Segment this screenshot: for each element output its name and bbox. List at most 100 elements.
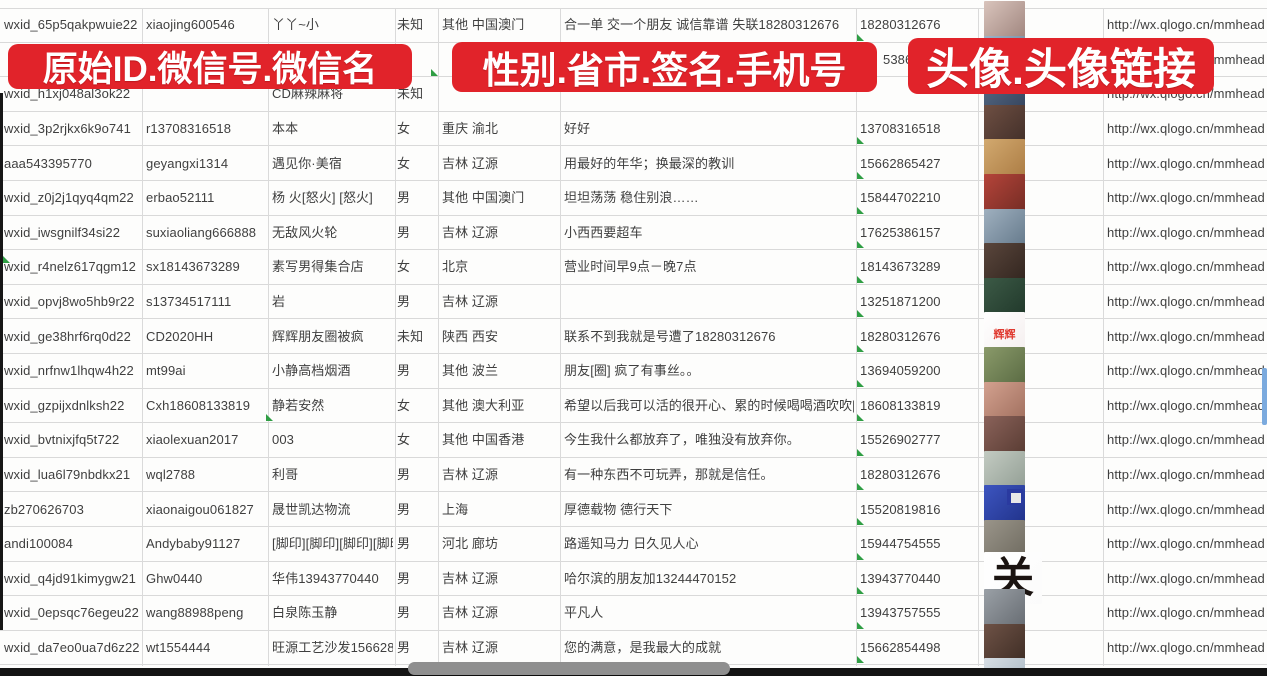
cell-signature[interactable]: 营业时间早9点－晚7点	[564, 259, 697, 275]
cell-wxid[interactable]: wxid_da7eo0ua7d6z22	[4, 640, 140, 656]
cell-wxid[interactable]: wxid_r4nelz617qgm12	[4, 259, 136, 275]
cell-gender[interactable]: 女	[397, 259, 411, 275]
cell-url[interactable]: http://wx.qlogo.cn/mmhead	[1107, 155, 1265, 171]
cell-phone[interactable]: 15662854498	[860, 640, 941, 656]
cell-signature[interactable]: 今生我什么都放弃了，唯独没有放弃你。	[564, 432, 800, 448]
cell-account[interactable]: wql2788	[146, 467, 196, 483]
cell-name[interactable]: 白泉陈玉静	[272, 605, 338, 621]
cell-signature[interactable]: 平凡人	[564, 605, 604, 621]
cell-phone[interactable]: 13943770440	[860, 570, 941, 586]
cell-url[interactable]: http://wx.qlogo.cn/mmhead	[1107, 121, 1265, 137]
cell-wxid[interactable]: wxid_lua6l79nbdkx21	[4, 467, 131, 483]
cell-name[interactable]: 杨 火[怒火] [怒火]	[272, 190, 373, 206]
cell-account[interactable]: suxiaoliang666888	[146, 224, 257, 240]
vertical-scrollbar-thumb[interactable]	[1262, 368, 1267, 425]
cell-gender[interactable]: 男	[397, 501, 411, 517]
cell-signature[interactable]: 有一种东西不可玩弄，那就是信任。	[564, 467, 774, 483]
cell-wxid[interactable]: wxid_q4jd91kimygw21	[4, 570, 136, 586]
cell-signature[interactable]: 哈尔滨的朋友加13244470152	[564, 570, 737, 586]
cell-name[interactable]: 静若安然	[272, 397, 325, 413]
cell-region[interactable]: 其他 波兰	[442, 363, 499, 379]
cell-region[interactable]: 陕西 西安	[442, 328, 499, 344]
cell-signature[interactable]: 联系不到我就是号遭了18280312676	[564, 328, 776, 344]
cell-name[interactable]: 无敌风火轮	[272, 224, 338, 240]
cell-wxid[interactable]: aaa543395770	[4, 155, 92, 171]
cell-name[interactable]: 小静高档烟酒	[272, 363, 351, 379]
cell-url[interactable]: http://wx.qlogo.cn/mmhead	[1107, 190, 1265, 206]
cell-account[interactable]: erbao52111	[146, 190, 215, 206]
cell-name[interactable]: 旺源工艺沙发15662854	[272, 640, 393, 656]
cell-gender[interactable]: 男	[397, 294, 411, 310]
cell-signature[interactable]: 好好	[564, 121, 591, 137]
cell-url[interactable]: http://wx.qlogo.cn/mmhead	[1107, 328, 1265, 344]
cell-url[interactable]: http://wx.qlogo.cn/mmhead	[1107, 294, 1265, 310]
cell-name[interactable]: [脚印][脚印][脚印][脚印	[272, 536, 393, 552]
cell-region[interactable]: 吉林 辽源	[442, 640, 499, 656]
cell-phone[interactable]: 15526902777	[860, 432, 941, 448]
cell-account[interactable]: xiaolexuan2017	[146, 432, 239, 448]
cell-region[interactable]: 其他 中国香港	[442, 432, 525, 448]
cell-gender[interactable]: 男	[397, 536, 411, 552]
cell-signature[interactable]: 路遥知马力 日久见人心	[564, 536, 699, 552]
cell-phone[interactable]: 13251871200	[860, 294, 941, 310]
cell-name[interactable]: 003	[272, 432, 294, 448]
cell-wxid[interactable]: wxid_ge38hrf6rq0d22	[4, 328, 131, 344]
cell-url[interactable]: http://wx.qlogo.cn/mmhead	[1107, 432, 1265, 448]
cell-gender[interactable]: 男	[397, 605, 411, 621]
cell-signature[interactable]: 合一单 交一个朋友 诚信靠谱 失联18280312676	[564, 17, 840, 33]
cell-region[interactable]: 其他 澳大利亚	[442, 397, 525, 413]
cell-phone[interactable]: 15944754555	[860, 536, 941, 552]
cell-phone[interactable]: 17625386157	[860, 224, 941, 240]
cell-region[interactable]: 吉林 辽源	[442, 605, 499, 621]
cell-url[interactable]: http://wx.qlogo.cn/mmhead	[1107, 259, 1265, 275]
cell-phone[interactable]: 13708316518	[860, 121, 941, 137]
cell-wxid[interactable]: wxid_bvtnixjfq5t722	[4, 432, 120, 448]
cell-gender[interactable]: 男	[397, 363, 411, 379]
cell-gender[interactable]: 女	[397, 397, 411, 413]
cell-name[interactable]: 丫丫~小	[272, 17, 319, 33]
cell-wxid[interactable]: andi100084	[4, 536, 73, 552]
cell-account[interactable]: geyangxi1314	[146, 155, 229, 171]
cell-account[interactable]: xiaonaigou061827	[146, 501, 254, 517]
cell-account[interactable]: Ghw0440	[146, 570, 203, 586]
cell-account[interactable]: CD2020HH	[146, 328, 214, 344]
cell-wxid[interactable]: wxid_nrfnw1lhqw4h22	[4, 363, 134, 379]
cell-account[interactable]: wang88988peng	[146, 605, 244, 621]
cell-url[interactable]: http://wx.qlogo.cn/mmhead	[1107, 397, 1265, 413]
cell-url[interactable]: http://wx.qlogo.cn/mmhead	[1107, 363, 1265, 379]
cell-gender[interactable]: 未知	[397, 17, 424, 33]
cell-wxid[interactable]: wxid_gzpijxdnlksh22	[4, 397, 125, 413]
cell-phone[interactable]: 15520819816	[860, 501, 941, 517]
cell-name[interactable]: 华伟13943770440	[272, 570, 379, 586]
cell-phone[interactable]: 15844702210	[860, 190, 941, 206]
cell-wxid[interactable]: wxid_z0j2j1qyq4qm22	[4, 190, 134, 206]
cell-name[interactable]: 利哥	[272, 467, 299, 483]
cell-wxid[interactable]: zb270626703	[4, 501, 84, 517]
cell-account[interactable]: mt99ai	[146, 363, 186, 379]
cell-region[interactable]: 吉林 辽源	[442, 294, 499, 310]
cell-region[interactable]: 其他 中国澳门	[442, 17, 525, 33]
cell-url[interactable]: http://wx.qlogo.cn/mmhead	[1107, 570, 1265, 586]
cell-account[interactable]: sx18143673289	[146, 259, 240, 275]
cell-phone[interactable]: 15662865427	[860, 155, 941, 171]
cell-region[interactable]: 吉林 辽源	[442, 224, 499, 240]
cell-gender[interactable]: 未知	[397, 328, 424, 344]
cell-phone[interactable]: 18143673289	[860, 259, 941, 275]
cell-name[interactable]: 本本	[272, 121, 299, 137]
cell-name[interactable]: CD麻辣麻将	[272, 86, 344, 102]
cell-signature[interactable]: 用最好的年华；换最深的教训	[564, 155, 735, 171]
cell-signature[interactable]: 朋友[圈] 疯了有事丝。。	[564, 363, 700, 379]
cell-name[interactable]: 岩	[272, 294, 286, 310]
cell-signature[interactable]: 您的满意，是我最大的成就	[564, 640, 722, 656]
cell-url[interactable]: http://wx.qlogo.cn/mmhead	[1107, 501, 1265, 517]
cell-region[interactable]: 重庆 渝北	[442, 121, 499, 137]
cell-account[interactable]: r13708316518	[146, 121, 232, 137]
cell-account[interactable]: xiaojing600546	[146, 17, 235, 33]
cell-region[interactable]: 吉林 辽源	[442, 570, 499, 586]
cell-region[interactable]: 吉林 辽源	[442, 155, 499, 171]
cell-signature[interactable]: 希望以后我可以活的很开心、累的时候喝喝酒吹吹[	[564, 397, 854, 413]
cell-phone[interactable]: 18280312676	[860, 467, 941, 483]
horizontal-scrollbar-thumb[interactable]	[408, 662, 730, 675]
cell-url[interactable]: http://wx.qlogo.cn/mmhead	[1107, 224, 1265, 240]
cell-region[interactable]: 吉林 辽源	[442, 467, 499, 483]
